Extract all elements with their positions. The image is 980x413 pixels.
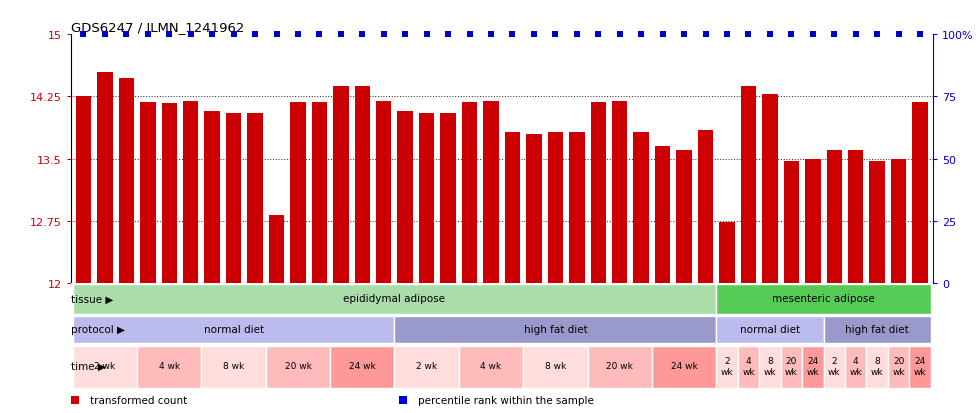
Bar [183, 101, 198, 283]
Text: 4 wk: 4 wk [159, 362, 179, 370]
Bar [247, 114, 263, 283]
Bar [845, 346, 866, 388]
Bar [73, 346, 137, 388]
Bar [866, 346, 888, 388]
Bar [290, 103, 306, 283]
Bar [483, 101, 499, 283]
Bar [137, 346, 202, 388]
Bar [569, 133, 584, 283]
Bar [269, 216, 284, 283]
Bar [591, 103, 606, 283]
Bar [376, 101, 391, 283]
Bar [698, 131, 713, 283]
Text: high fat diet: high fat diet [523, 324, 587, 334]
Bar [140, 103, 156, 283]
Bar [395, 316, 716, 343]
Bar [548, 133, 564, 283]
Bar [330, 346, 395, 388]
Text: 2
wk: 2 wk [720, 356, 733, 376]
Text: 24
wk: 24 wk [913, 356, 926, 376]
Text: normal diet: normal diet [740, 324, 800, 334]
Bar [676, 151, 692, 283]
Text: 8
wk: 8 wk [763, 356, 776, 376]
Bar [909, 346, 931, 388]
Text: 8 wk: 8 wk [223, 362, 244, 370]
Text: 8 wk: 8 wk [545, 362, 566, 370]
Bar [266, 346, 330, 388]
Bar [505, 133, 520, 283]
Bar [355, 86, 370, 283]
Bar [526, 135, 542, 283]
Bar [760, 346, 781, 388]
Bar [612, 101, 627, 283]
Bar [395, 346, 459, 388]
Text: 20
wk: 20 wk [893, 356, 905, 376]
Bar [440, 114, 456, 283]
Bar [738, 346, 760, 388]
Bar [781, 346, 802, 388]
Text: time ▶: time ▶ [71, 361, 106, 371]
Bar [523, 346, 588, 388]
Text: 20
wk: 20 wk [785, 356, 798, 376]
Bar [225, 114, 241, 283]
Bar [462, 103, 477, 283]
Bar [398, 111, 413, 283]
Bar [891, 159, 907, 283]
Bar [848, 151, 863, 283]
Bar [716, 285, 931, 314]
Text: percentile rank within the sample: percentile rank within the sample [418, 395, 594, 405]
Text: transformed count: transformed count [90, 395, 187, 405]
Bar [205, 111, 220, 283]
Bar [419, 114, 434, 283]
Bar [333, 86, 349, 283]
Bar [652, 346, 716, 388]
Bar [823, 316, 931, 343]
Text: 4
wk: 4 wk [742, 356, 755, 376]
Text: normal diet: normal diet [204, 324, 264, 334]
Text: GDS6247 / ILMN_1241962: GDS6247 / ILMN_1241962 [71, 21, 244, 34]
Bar [312, 103, 327, 283]
Text: 8
wk: 8 wk [871, 356, 884, 376]
Bar [888, 346, 909, 388]
Bar [869, 162, 885, 283]
Bar [202, 346, 266, 388]
Bar [762, 95, 778, 283]
Text: 20 wk: 20 wk [284, 362, 312, 370]
Text: 24 wk: 24 wk [349, 362, 375, 370]
Bar [73, 316, 395, 343]
Bar [75, 97, 91, 283]
Bar [716, 346, 738, 388]
Bar [741, 86, 757, 283]
Text: 2 wk: 2 wk [416, 362, 437, 370]
Bar [73, 285, 716, 314]
Text: protocol ▶: protocol ▶ [71, 324, 124, 334]
Text: tissue ▶: tissue ▶ [71, 294, 113, 304]
Bar [802, 346, 823, 388]
Bar [633, 133, 649, 283]
Bar [806, 159, 820, 283]
Text: 4
wk: 4 wk [850, 356, 862, 376]
Text: 20 wk: 20 wk [607, 362, 633, 370]
Bar [655, 147, 670, 283]
Bar [588, 346, 652, 388]
Bar [459, 346, 523, 388]
Bar [119, 79, 134, 283]
Text: 24
wk: 24 wk [807, 356, 819, 376]
Text: 2 wk: 2 wk [94, 362, 116, 370]
Bar [826, 151, 842, 283]
Bar [912, 103, 928, 283]
Text: high fat diet: high fat diet [846, 324, 909, 334]
Bar [716, 316, 823, 343]
Text: 4 wk: 4 wk [480, 362, 502, 370]
Text: 24 wk: 24 wk [670, 362, 698, 370]
Text: 2
wk: 2 wk [828, 356, 841, 376]
Bar [784, 162, 799, 283]
Bar [823, 346, 845, 388]
Text: mesenteric adipose: mesenteric adipose [772, 294, 875, 304]
Bar [97, 72, 113, 283]
Bar [162, 104, 177, 283]
Text: epididymal adipose: epididymal adipose [344, 294, 446, 304]
Bar [719, 222, 735, 283]
